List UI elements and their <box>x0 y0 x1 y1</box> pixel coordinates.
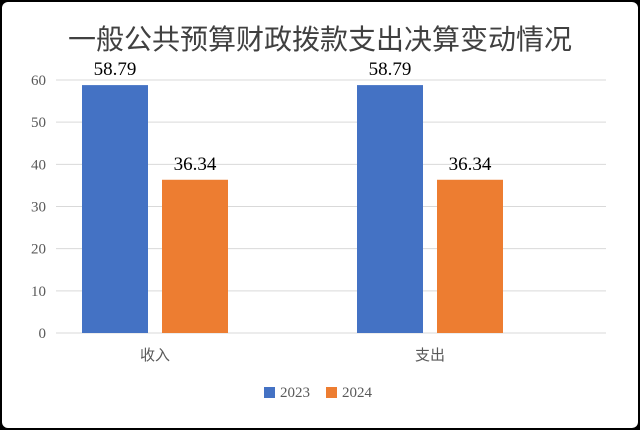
x-category-label: 支出 <box>415 346 445 364</box>
y-tick-label: 20 <box>31 242 46 258</box>
data-label: 58.79 <box>94 59 137 80</box>
y-tick-label: 0 <box>39 326 47 342</box>
data-label: 58.79 <box>369 59 412 80</box>
bar-2023-1 <box>357 85 423 333</box>
bar-2024-0 <box>162 179 228 333</box>
legend-label: 2023 <box>280 385 310 401</box>
y-tick-label: 60 <box>31 73 46 89</box>
legend-swatch <box>264 387 275 398</box>
y-tick-label: 50 <box>31 115 46 131</box>
y-tick-label: 10 <box>31 284 46 300</box>
data-labels: 58.79 36.34 58.79 36.34 <box>94 59 492 175</box>
bar-2024-1 <box>437 179 503 333</box>
bar-2023-0 <box>82 85 148 333</box>
legend-label: 2024 <box>342 385 373 401</box>
y-tick-label: 30 <box>31 200 46 216</box>
bars <box>82 85 503 333</box>
x-category-label: 收入 <box>140 346 170 364</box>
data-label: 36.34 <box>449 154 492 175</box>
x-axis-categories: 收入 支出 <box>140 346 445 364</box>
y-tick-label: 40 <box>31 157 46 173</box>
legend: 2023 2024 <box>264 385 373 401</box>
legend-swatch <box>326 387 337 398</box>
y-axis-ticks: 0 10 20 30 40 50 60 <box>31 73 46 342</box>
data-label: 36.34 <box>174 154 217 175</box>
chart-title: 一般公共预算财政拨款支出决算变动情况 <box>68 23 572 56</box>
